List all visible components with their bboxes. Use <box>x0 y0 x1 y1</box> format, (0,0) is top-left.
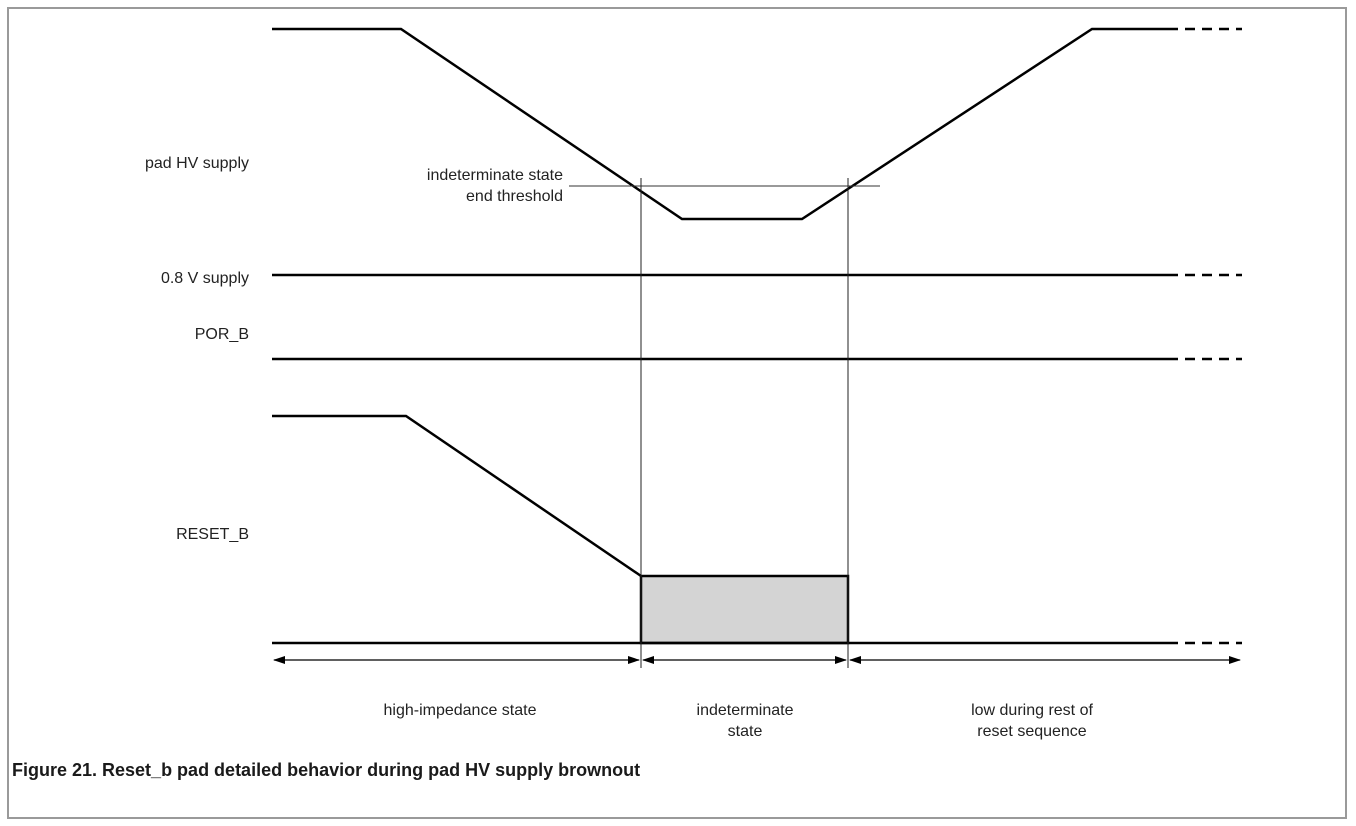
signal-label-reset-b: RESET_B <box>176 526 249 543</box>
reset-b-waveform <box>272 414 642 578</box>
signal-label-por-b: POR_B <box>194 326 249 343</box>
signal-label-0-8v-supply: 0.8 V supply <box>160 270 249 287</box>
region-label-low-rest-line1: low during rest of <box>971 702 1093 719</box>
region-label-indeterminate-line1: indeterminate <box>696 702 794 719</box>
reset-b-indeterminate-region <box>639 574 850 645</box>
threshold-label-line1: indeterminate state <box>426 167 563 184</box>
region-label-indeterminate-line2: state <box>727 723 763 740</box>
signal-label-pad-hv-supply: pad HV supply <box>144 155 249 172</box>
region-label-high-impedance: high-impedance state <box>383 702 537 719</box>
pad-hv-supply-waveform <box>272 27 1168 221</box>
figure-caption: Figure 21. Reset_b pad detailed behavior… <box>12 760 641 780</box>
region-label-low-rest-line2: reset sequence <box>977 723 1087 740</box>
threshold-label-line2: end threshold <box>466 188 563 205</box>
figure-frame <box>7 7 1347 819</box>
